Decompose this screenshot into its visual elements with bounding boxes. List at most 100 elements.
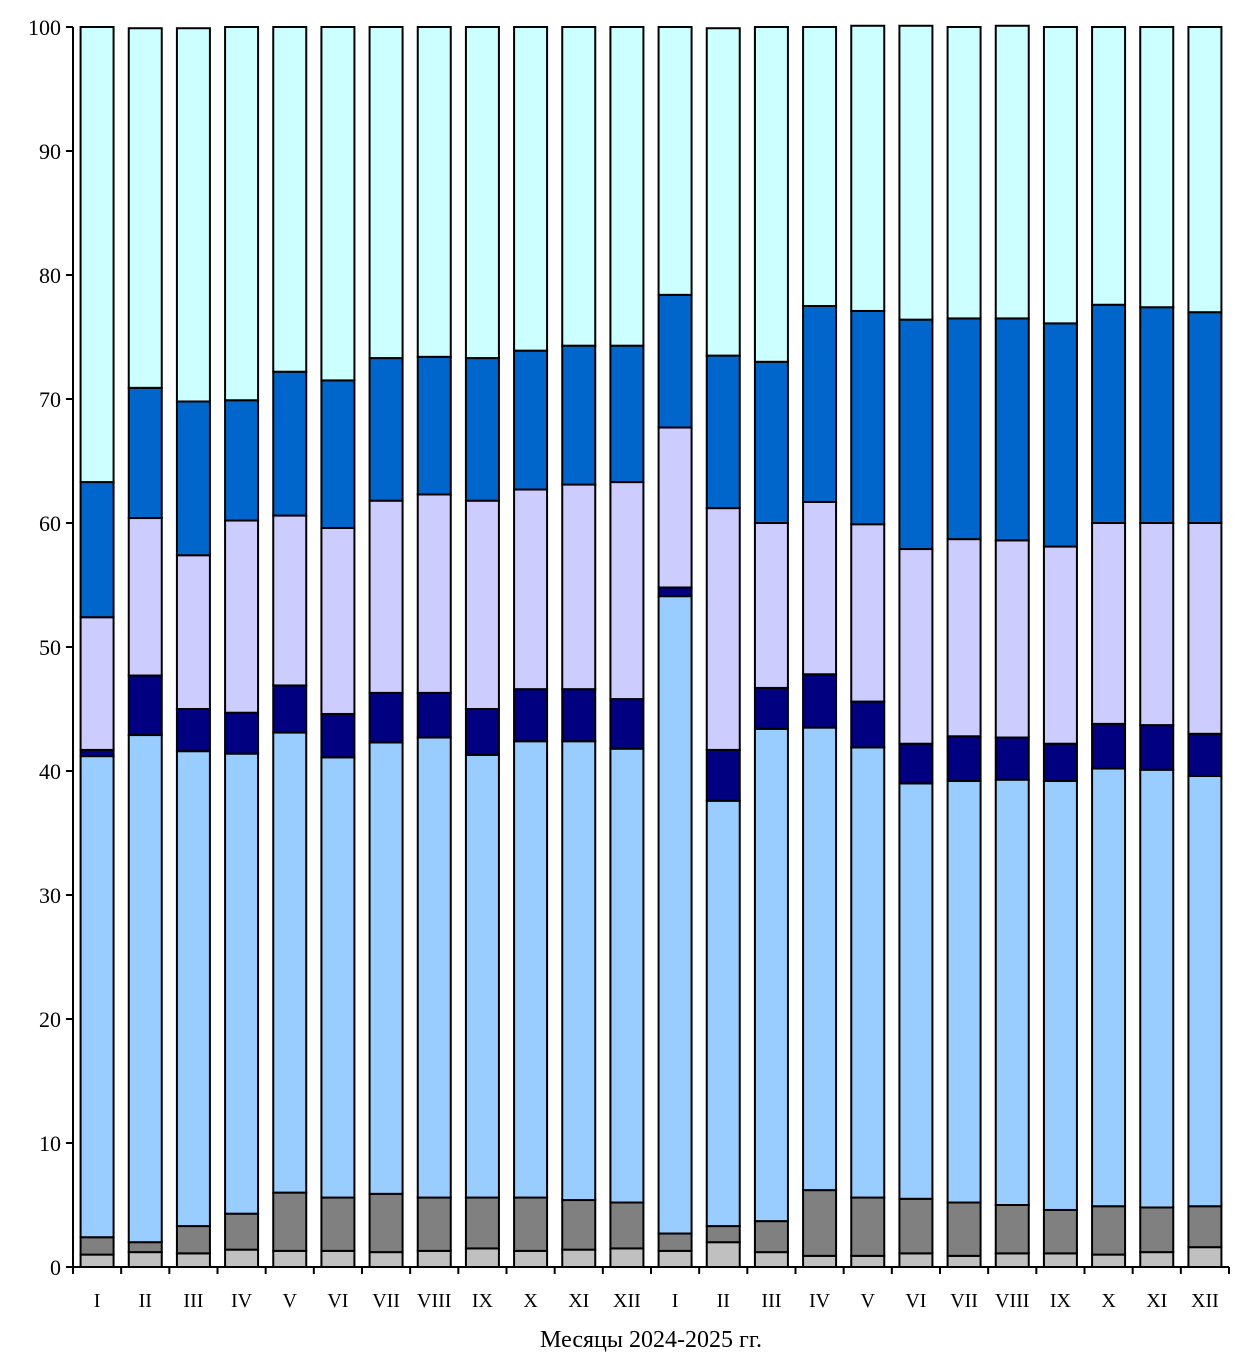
bar-segment-17-series-4 (850, 700, 886, 749)
y-tick-label: 80 (39, 263, 61, 288)
bar-segment-18-series-6 (898, 318, 934, 551)
bar-segment-20-series-4 (994, 736, 1030, 781)
bar-segment-13-series-1 (657, 1249, 693, 1269)
bar-segment-4-series-4 (224, 711, 260, 755)
x-tick-label: XII (613, 1290, 641, 1312)
y-tick-label: 0 (50, 1255, 61, 1280)
bar-segment-11-series-6 (561, 344, 597, 486)
bar-segment-19-series-2 (946, 1201, 982, 1257)
x-axis-ticks: I II III IV V VI VII VIII IX X XI XII I II III IV V VI VII… (72, 1267, 1230, 1312)
bar-segment-12-series-5 (609, 481, 645, 701)
bar-segment-2-series-7 (127, 27, 163, 389)
bar-segment-4-series-6 (224, 399, 260, 522)
bar-segment-2-series-1 (127, 1251, 163, 1268)
x-tick-label: XII (1191, 1290, 1219, 1312)
bar-segment-14-series-5 (705, 507, 741, 751)
bar-segment-15-series-4 (753, 686, 789, 730)
bar-segment-21-series-3 (1042, 779, 1078, 1211)
bar-segment-18-series-3 (898, 782, 934, 1200)
x-tick-label: VII (372, 1290, 400, 1312)
bar-segment-19-series-4 (946, 735, 982, 782)
bar-segment-4-series-3 (224, 752, 260, 1215)
bar-segment-7-series-7 (368, 26, 404, 360)
bar-segment-5-series-5 (272, 514, 308, 687)
bar-segment-16-series-5 (802, 500, 838, 676)
bar-segment-4-series-2 (224, 1212, 260, 1251)
bar-segment-7-series-5 (368, 499, 404, 694)
bar-segment-10-series-3 (513, 740, 549, 1199)
bar-segment-3-series-6 (175, 400, 211, 557)
bar-segment-20-series-7 (994, 24, 1030, 320)
bar-segment-24-series-1 (1187, 1246, 1223, 1269)
bar-segment-8-series-6 (416, 355, 452, 496)
bar-segment-12-series-3 (609, 747, 645, 1204)
bar-segment-15-series-1 (753, 1251, 789, 1268)
bar-segment-24-series-7 (1187, 26, 1223, 314)
bar-segment-20-series-1 (994, 1252, 1030, 1268)
bar-segment-11-series-5 (561, 483, 597, 691)
bar-segment-23-series-4 (1139, 724, 1175, 771)
bar-segment-1-series-1 (79, 1253, 115, 1268)
x-tick-label: II (139, 1290, 152, 1312)
bar-segment-18-series-4 (898, 742, 934, 785)
bar-segment-2-series-6 (127, 386, 163, 520)
bar-segments (79, 24, 1223, 1269)
bar-segment-6-series-1 (320, 1249, 356, 1269)
bar-segment-16-series-4 (802, 673, 838, 729)
x-tick-label: XI (568, 1290, 589, 1312)
y-tick-label: 20 (39, 1007, 61, 1032)
bar-segment-22-series-7 (1091, 26, 1127, 306)
x-tick-label: VIII (995, 1290, 1029, 1312)
bar-segment-14-series-3 (705, 799, 741, 1228)
bar-segment-9-series-4 (464, 708, 500, 756)
bar-segment-16-series-2 (802, 1189, 838, 1257)
bar-segment-6-series-7 (320, 26, 356, 382)
bar-segment-2-series-4 (127, 674, 163, 737)
bar-segment-3-series-4 (175, 708, 211, 753)
bar-segment-9-series-7 (464, 26, 500, 360)
bar-segment-12-series-1 (609, 1247, 645, 1269)
x-tick-label: I (94, 1290, 101, 1312)
bar-segment-5-series-7 (272, 26, 308, 373)
bar-segment-21-series-4 (1042, 742, 1078, 782)
bar-segment-6-series-4 (320, 712, 356, 759)
bar-segment-10-series-7 (513, 26, 549, 352)
bar-segment-19-series-7 (946, 26, 982, 320)
bar-segment-11-series-2 (561, 1199, 597, 1251)
bar-segment-20-series-6 (994, 317, 1030, 542)
bar-segment-13-series-3 (657, 595, 693, 1235)
bar-segment-15-series-6 (753, 360, 789, 524)
bar-segment-9-series-6 (464, 357, 500, 502)
bar-segment-19-series-1 (946, 1254, 982, 1268)
bar-segment-4-series-5 (224, 519, 260, 714)
bar-segment-9-series-1 (464, 1247, 500, 1269)
bar-segment-7-series-2 (368, 1192, 404, 1254)
x-tick-label: V (861, 1290, 876, 1312)
x-tick-label: VI (905, 1290, 926, 1312)
bar-segment-20-series-5 (994, 539, 1030, 739)
bar-segment-17-series-7 (850, 24, 886, 312)
bar-segment-5-series-6 (272, 370, 308, 517)
y-tick-label: 90 (39, 139, 61, 164)
bar-segment-3-series-3 (175, 750, 211, 1228)
bar-segment-15-series-3 (753, 727, 789, 1223)
bar-segment-12-series-2 (609, 1201, 645, 1250)
bar-segment-12-series-4 (609, 698, 645, 750)
bar-segment-9-series-5 (464, 499, 500, 710)
bar-segment-17-series-5 (850, 523, 886, 703)
bar-segment-23-series-5 (1139, 522, 1175, 727)
bar-segment-3-series-2 (175, 1225, 211, 1255)
x-tick-label: III (761, 1290, 781, 1312)
bar-segment-1-series-5 (79, 616, 115, 751)
bar-segment-15-series-2 (753, 1220, 789, 1254)
bar-segment-1-series-6 (79, 481, 115, 619)
bar-segment-17-series-6 (850, 309, 886, 526)
y-tick-label: 70 (39, 387, 61, 412)
bar-segment-16-series-6 (802, 305, 838, 503)
bar-segment-1-series-3 (79, 755, 115, 1239)
bar-segment-14-series-7 (705, 27, 741, 357)
bar-segment-3-series-1 (175, 1252, 211, 1268)
bar-segment-14-series-2 (705, 1225, 741, 1244)
bar-segment-6-series-2 (320, 1196, 356, 1252)
